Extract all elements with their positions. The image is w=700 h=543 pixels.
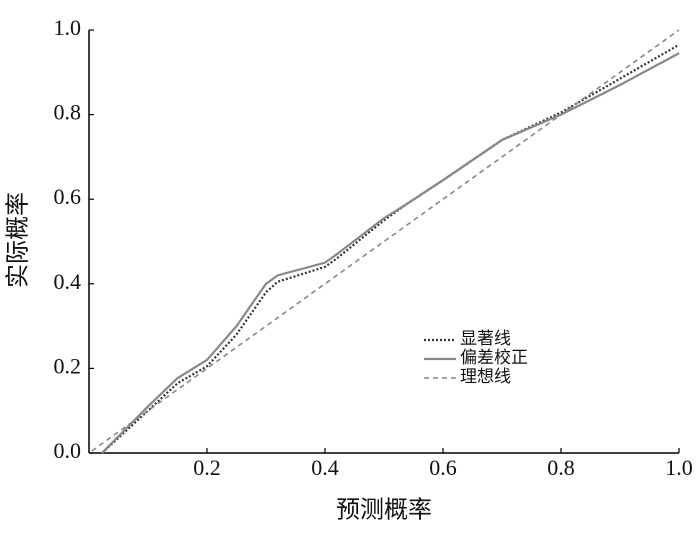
x-tick-label: 1.0 xyxy=(665,455,693,480)
legend-label: 显著线 xyxy=(460,329,511,348)
y-tick-label: 0.6 xyxy=(54,184,82,209)
x-tick-label: 0.2 xyxy=(193,455,221,480)
y-tick-label: 1.0 xyxy=(54,15,82,40)
series-line xyxy=(101,43,680,454)
x-axis-label: 预测概率 xyxy=(336,497,432,524)
legend-label: 理想线 xyxy=(460,367,511,386)
x-tick-label: 0.8 xyxy=(547,455,575,480)
y-tick-label: 0.0 xyxy=(54,438,82,463)
x-tick-label: 0.4 xyxy=(311,455,339,480)
y-axis-label: 实际概率 xyxy=(5,192,32,288)
y-tick-label: 0.4 xyxy=(54,269,82,294)
y-tick-label: 0.2 xyxy=(54,353,82,378)
series-line xyxy=(101,52,680,454)
legend-label: 偏差校正 xyxy=(460,348,528,367)
series-line xyxy=(91,29,680,452)
x-tick-label: 0.6 xyxy=(429,455,457,480)
y-tick-label: 0.8 xyxy=(54,100,82,125)
